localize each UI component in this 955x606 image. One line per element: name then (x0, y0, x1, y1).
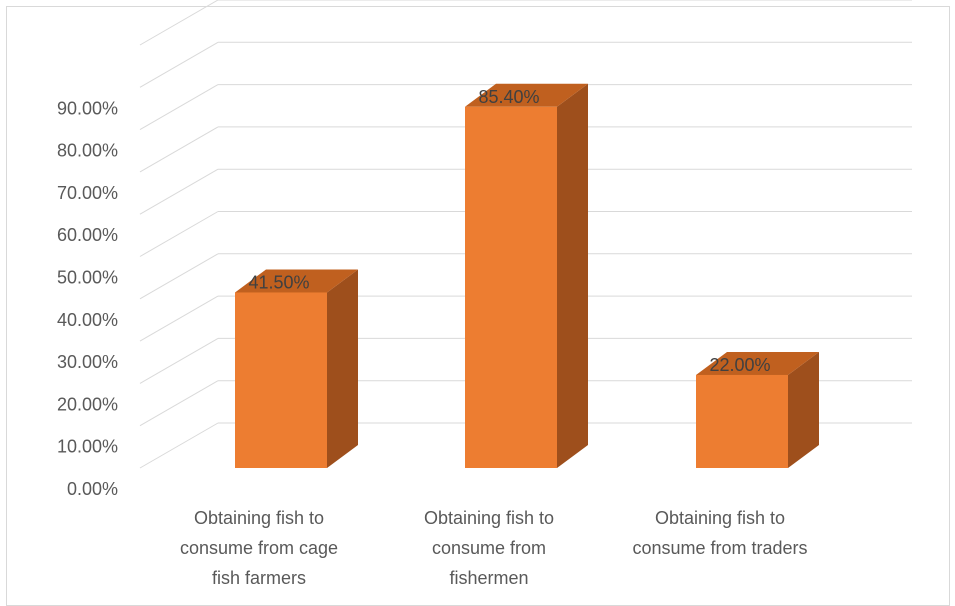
y-tick-label: 50.00% (57, 268, 118, 288)
bar-top (465, 83, 588, 107)
bar-side (557, 83, 588, 469)
gridline-diagonal (139, 0, 219, 46)
bar-top (235, 269, 358, 293)
gridline-diagonal (139, 41, 219, 88)
category-label: fishermen (449, 568, 528, 588)
bar (465, 106, 557, 469)
bar (696, 374, 788, 468)
gridline-diagonal (139, 126, 219, 173)
y-tick-label: 10.00% (57, 437, 118, 457)
y-tick-label: 30.00% (57, 352, 118, 372)
gridline-diagonal (139, 168, 219, 215)
y-tick-label: 20.00% (57, 394, 118, 414)
gridline-diagonal (139, 84, 219, 131)
data-label: 85.40% (478, 87, 539, 107)
y-tick-label: 80.00% (57, 141, 118, 161)
bar-top (696, 351, 819, 375)
category-label: consume from (432, 538, 546, 558)
data-label: 41.50% (248, 272, 309, 292)
gridline-diagonal (139, 253, 219, 300)
gridline-diagonal (139, 422, 219, 469)
category-label: Obtaining fish to (424, 508, 554, 528)
category-label: consume from cage (180, 538, 338, 558)
y-tick-label: 60.00% (57, 225, 118, 245)
category-label: fish farmers (212, 568, 306, 588)
bar (235, 292, 327, 468)
y-tick-label: 0.00% (67, 479, 118, 499)
y-tick-label: 90.00% (57, 98, 118, 118)
gridline-diagonal (139, 380, 219, 427)
bar-side (788, 351, 819, 468)
bar-side (327, 269, 358, 468)
y-tick-label: 70.00% (57, 183, 118, 203)
data-label: 22.00% (709, 355, 770, 375)
category-label: Obtaining fish to (194, 508, 324, 528)
gridline-diagonal (139, 211, 219, 257)
gridline-diagonal (139, 295, 219, 342)
category-label: Obtaining fish to (655, 508, 785, 528)
gridline-diagonal (139, 337, 219, 384)
category-label: consume from traders (632, 538, 807, 558)
y-tick-label: 40.00% (57, 310, 118, 330)
